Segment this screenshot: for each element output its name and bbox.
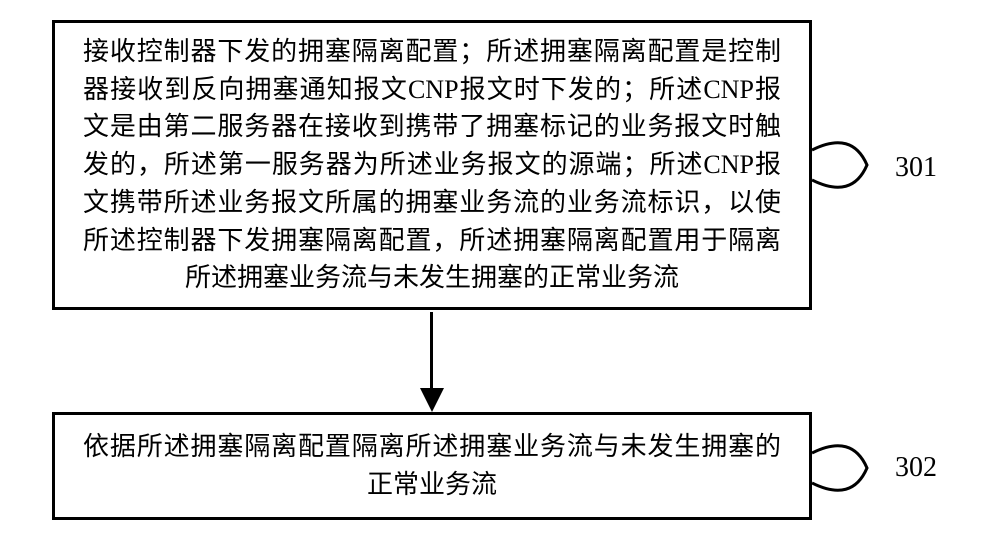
connector-curve-2 <box>812 438 892 498</box>
flowchart-container: 接收控制器下发的拥塞隔离配置；所述拥塞隔离配置是控制器接收到反向拥塞通知报文CN… <box>0 0 1000 551</box>
step-2-text: 依据所述拥塞隔离配置隔离所述拥塞业务流与未发生拥塞的正常业务流 <box>83 428 781 503</box>
arrow-line <box>430 312 433 392</box>
flowchart-step-1: 接收控制器下发的拥塞隔离配置；所述拥塞隔离配置是控制器接收到反向拥塞通知报文CN… <box>52 20 812 310</box>
step-2-label: 302 <box>895 452 937 484</box>
step-1-label: 301 <box>895 152 937 184</box>
flowchart-step-2: 依据所述拥塞隔离配置隔离所述拥塞业务流与未发生拥塞的正常业务流 <box>52 412 812 520</box>
arrow-head <box>420 388 444 412</box>
connector-curve-1 <box>812 135 892 195</box>
step-1-text: 接收控制器下发的拥塞隔离配置；所述拥塞隔离配置是控制器接收到反向拥塞通知报文CN… <box>83 33 781 297</box>
